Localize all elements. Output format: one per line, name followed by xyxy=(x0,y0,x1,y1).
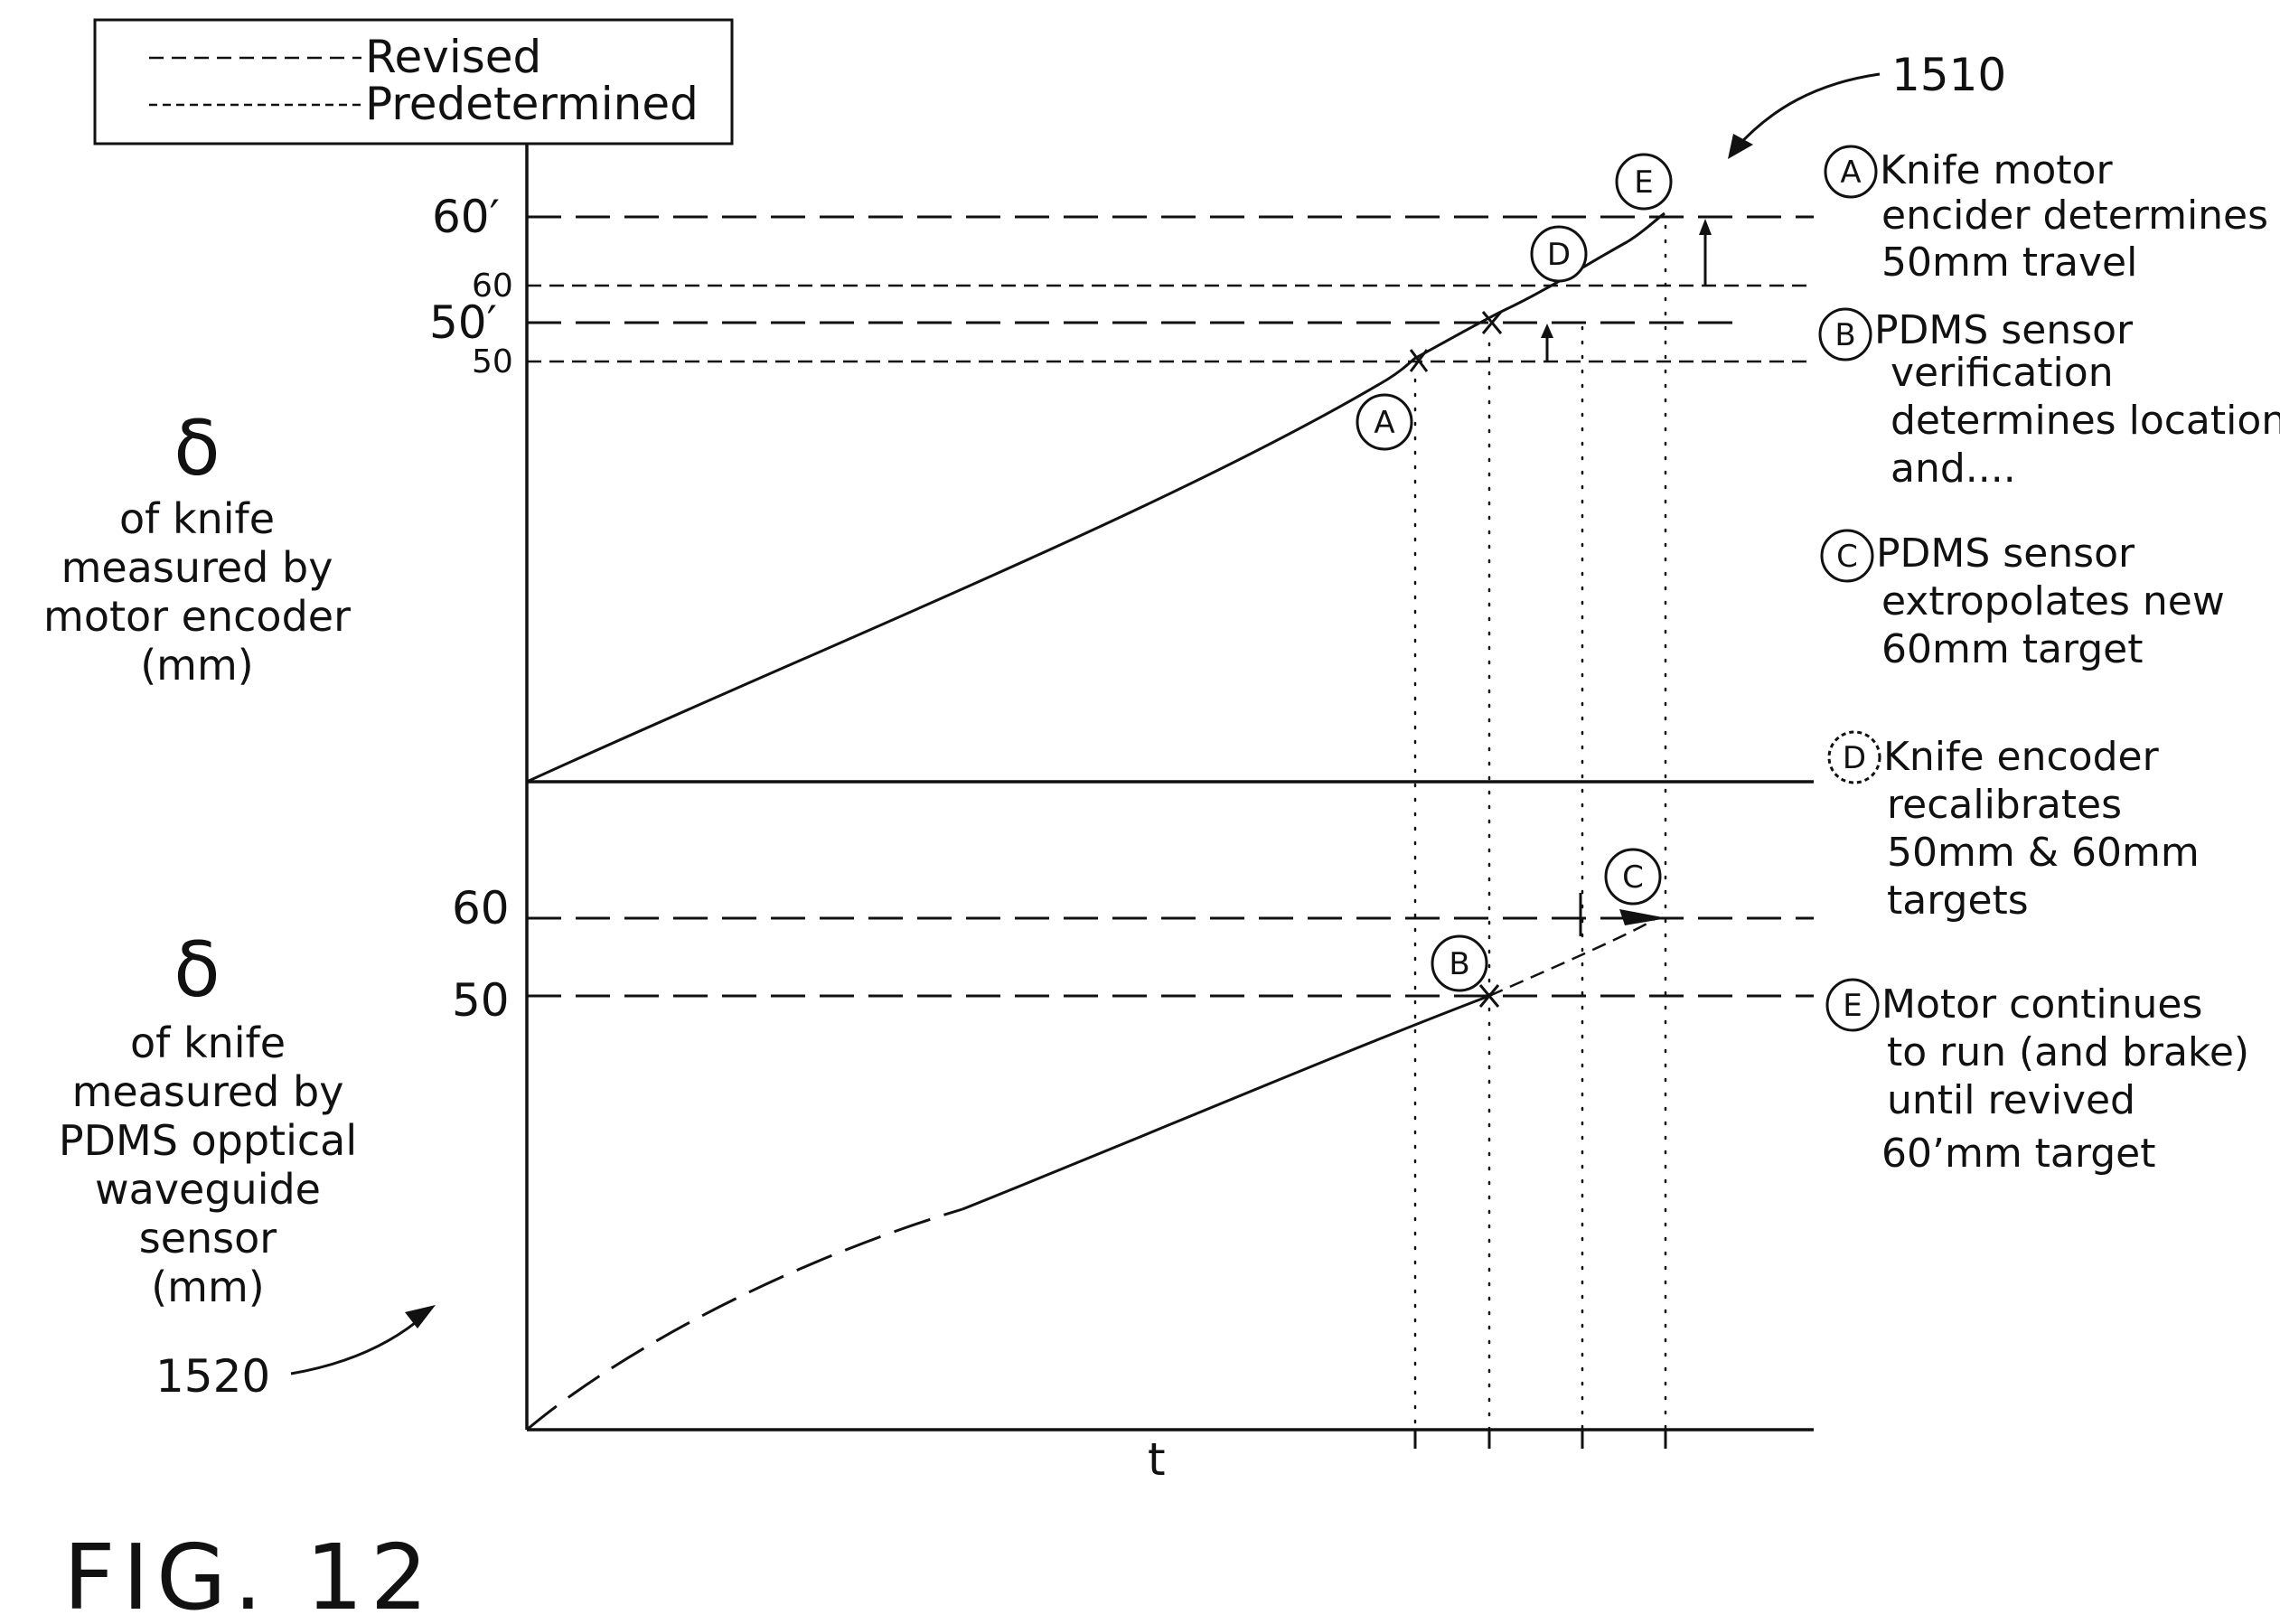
note-D-letter: D xyxy=(1843,740,1866,776)
svg-text:B: B xyxy=(1449,946,1469,982)
note-B-line-2: verification xyxy=(1891,350,2114,396)
x-axis-label: t xyxy=(1148,1433,1166,1486)
top-y-label-line-2: measured by xyxy=(61,543,333,592)
note-E-line-1: Motor continues xyxy=(1881,981,2202,1028)
top-y-label-line-4: (mm) xyxy=(140,641,254,690)
bottom-delta-symbol: δ xyxy=(174,925,220,1014)
bottom-sensor-curve-solid xyxy=(962,994,1490,1211)
legend: Revised Predetermined xyxy=(93,18,734,146)
note-C: C PDMS sensor extropolates new 60mm targ… xyxy=(1820,529,2225,672)
bottom-sensor-curve-dashed-start xyxy=(526,1207,963,1432)
bottom-y-axis-label: δ of knife measured by PDMS opptical wav… xyxy=(59,925,357,1311)
bottom-y-label-line-3: PDMS opptical xyxy=(59,1116,357,1165)
bottom-x-marker-B xyxy=(1478,984,1500,1008)
offset-arrow-50 xyxy=(1541,324,1553,361)
note-A: A Knife motor encider determines 50mm tr… xyxy=(1824,145,2268,286)
top-y-label-line-1: of knife xyxy=(119,494,275,543)
tick-label-60-top: 60 xyxy=(472,268,513,305)
note-E-letter: E xyxy=(1843,988,1862,1024)
tick-label-60-prime: 60′ xyxy=(432,191,500,243)
note-D-line-2: recalibrates xyxy=(1887,782,2122,828)
ref-1510-arrowhead xyxy=(1728,134,1753,159)
legend-box xyxy=(93,18,734,146)
ref-1520-arrowhead xyxy=(405,1305,436,1328)
offset-arrow-60 xyxy=(1699,219,1712,286)
tick-label-50-top: 50 xyxy=(472,343,513,380)
tick-label-60-bottom: 60 xyxy=(452,882,510,934)
tick-label-50-bottom: 50 xyxy=(452,974,510,1027)
note-D-line-3: 50mm & 60mm xyxy=(1887,830,2200,876)
note-C-line-3: 60mm target xyxy=(1881,626,2143,672)
bottom-sensor-curve-extrapolated xyxy=(1488,918,1655,998)
bottom-y-label-line-6: (mm) xyxy=(151,1263,265,1311)
bottom-y-label-line-4: waveguide xyxy=(95,1165,321,1214)
bottom-y-label-line-5: sensor xyxy=(139,1214,277,1263)
note-E-line-4: 60’mm target xyxy=(1881,1131,2155,1177)
figure-label: FIG. 12 xyxy=(63,1525,435,1624)
note-A-letter: A xyxy=(1840,155,1861,191)
top-y-axis-label: δ of knife measured by motor encoder (mm… xyxy=(43,404,351,690)
top-delta-symbol: δ xyxy=(174,404,220,493)
ref-1520: 1520 xyxy=(155,1350,270,1403)
ref-1510: 1510 xyxy=(1891,49,2006,101)
bottom-extrapolation-arrowhead xyxy=(1619,909,1667,925)
top-x-marker-revised xyxy=(1481,311,1503,334)
note-E-line-3: until revived xyxy=(1887,1077,2135,1123)
note-D-line-4: targets xyxy=(1887,878,2029,924)
note-D-line-1: Knife encoder xyxy=(1883,734,2160,780)
point-label-B: B xyxy=(1431,934,1488,992)
note-E: E Motor continues to run (and brake) unt… xyxy=(1825,978,2249,1177)
top-y-label-line-3: motor encoder xyxy=(43,592,351,641)
tick-label-50-prime: 50′ xyxy=(429,296,497,349)
svg-text:A: A xyxy=(1374,405,1394,441)
legend-revised-label: Revised xyxy=(365,31,541,83)
note-B: B PDMS sensor verification determines lo… xyxy=(1818,307,2280,492)
note-C-letter: C xyxy=(1836,539,1858,575)
point-label-E: E xyxy=(1615,153,1673,211)
bottom-y-label-line-1: of knife xyxy=(130,1019,286,1067)
note-C-line-2: extropolates new xyxy=(1881,578,2225,624)
ref-1520-leader xyxy=(290,1313,426,1375)
note-B-line-4: and.... xyxy=(1891,446,2016,492)
note-B-letter: B xyxy=(1834,317,1855,353)
bottom-y-label-line-2: measured by xyxy=(72,1067,344,1116)
svg-text:E: E xyxy=(1634,164,1653,201)
top-encoder-curve xyxy=(526,211,1665,784)
note-A-line-1: Knife motor xyxy=(1880,147,2113,193)
note-A-line-2: encider determines xyxy=(1881,192,2268,239)
point-label-C: C xyxy=(1604,848,1662,906)
note-D: D Knife encoder recalibrates 50mm & 60mm… xyxy=(1827,730,2200,924)
note-E-line-2: to run (and brake) xyxy=(1887,1029,2249,1075)
note-B-line-1: PDMS sensor xyxy=(1874,307,2134,353)
point-label-A: A xyxy=(1356,393,1413,451)
svg-text:C: C xyxy=(1622,859,1644,896)
top-x-marker-A xyxy=(1409,349,1429,372)
point-label-D: D xyxy=(1530,225,1588,283)
note-B-line-3: determines location xyxy=(1891,398,2280,444)
legend-predetermined-label: Predetermined xyxy=(365,78,699,130)
ref-1510-leader xyxy=(1733,72,1881,150)
note-A-line-3: 50mm travel xyxy=(1881,239,2137,286)
note-C-line-1: PDMS sensor xyxy=(1876,530,2135,577)
svg-text:D: D xyxy=(1547,237,1571,273)
